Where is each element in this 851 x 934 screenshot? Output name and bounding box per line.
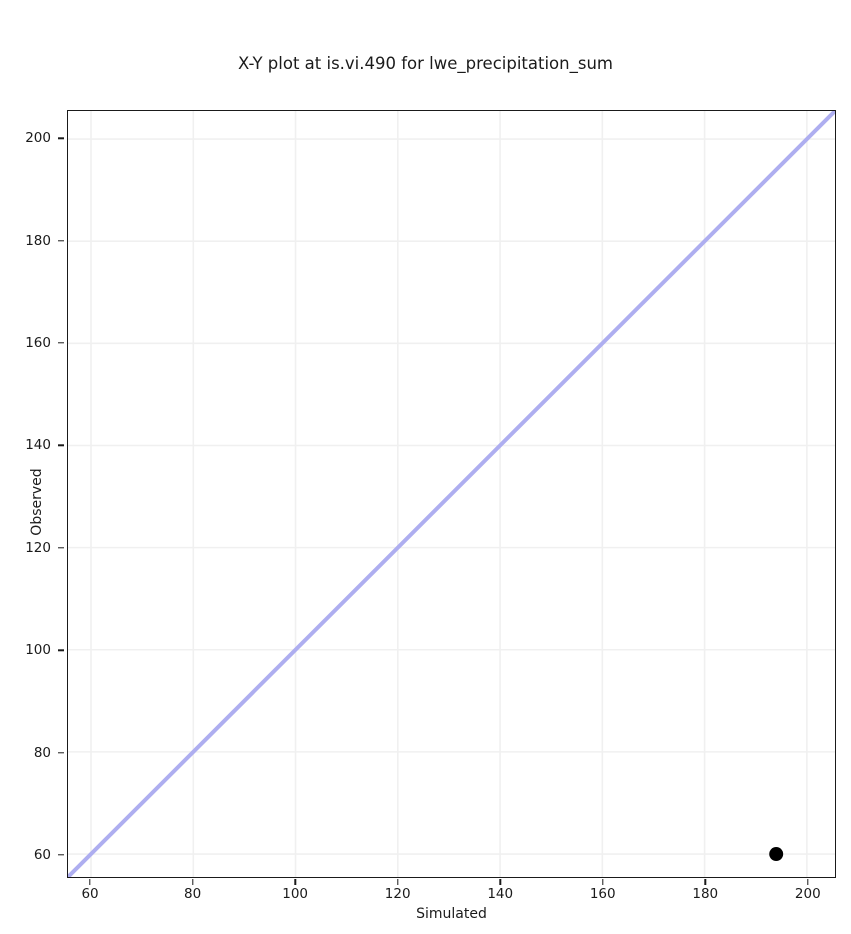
y-tick-label: 160 [25, 334, 51, 351]
y-tick-mark [58, 854, 64, 856]
x-tick-label: 180 [692, 886, 719, 902]
data-point-marker [769, 847, 784, 862]
x-tick-label: 100 [282, 886, 309, 902]
y-tick-label: 80 [33, 744, 51, 761]
title-line-1: X-Y plot at is.vi.490 for lwe_precipitat… [238, 54, 613, 73]
y-tick-mark [58, 239, 64, 242]
one-to-one-line [68, 111, 835, 877]
x-axis-tick-labels: 60 80 100 120 140 160 180 200 [67, 886, 836, 908]
x-tick-mark [499, 879, 501, 885]
y-tick-mark [58, 547, 64, 549]
y-axis-tick-labels: 60 80 100 120 140 160 180 200 [0, 110, 51, 878]
plot-svg [68, 111, 835, 877]
y-tick-label: 140 [25, 437, 51, 454]
y-tick-mark [58, 137, 64, 139]
y-tick-label: 120 [25, 539, 51, 556]
x-tick-label: 140 [487, 886, 514, 902]
x-tick-label: 80 [184, 886, 202, 902]
y-tick-label: 180 [25, 232, 51, 249]
x-tick-mark [89, 879, 91, 885]
x-tick-label: 60 [81, 886, 99, 902]
x-tick-mark [602, 879, 604, 885]
x-tick-mark [396, 879, 399, 885]
x-tick-label: 120 [384, 886, 411, 902]
x-tick-mark [294, 879, 296, 885]
x-axis-title: Simulated [416, 906, 487, 922]
y-tick-mark [58, 649, 64, 651]
reference-line [68, 111, 835, 877]
y-tick-label: 60 [33, 846, 51, 863]
y-tick-mark [58, 342, 64, 344]
scatter-markers [769, 847, 784, 862]
x-tick-mark [191, 879, 194, 885]
y-tick-mark [58, 751, 64, 754]
x-tick-mark [704, 879, 706, 885]
y-tick-label: 100 [25, 642, 51, 659]
y-tick-label: 200 [25, 130, 51, 147]
x-tick-mark [807, 879, 809, 885]
x-tick-label: 200 [794, 886, 821, 902]
y-axis-title: Observed [29, 468, 45, 536]
plot-area [67, 110, 836, 878]
x-tick-label: 160 [589, 886, 616, 902]
y-tick-mark [58, 444, 64, 447]
